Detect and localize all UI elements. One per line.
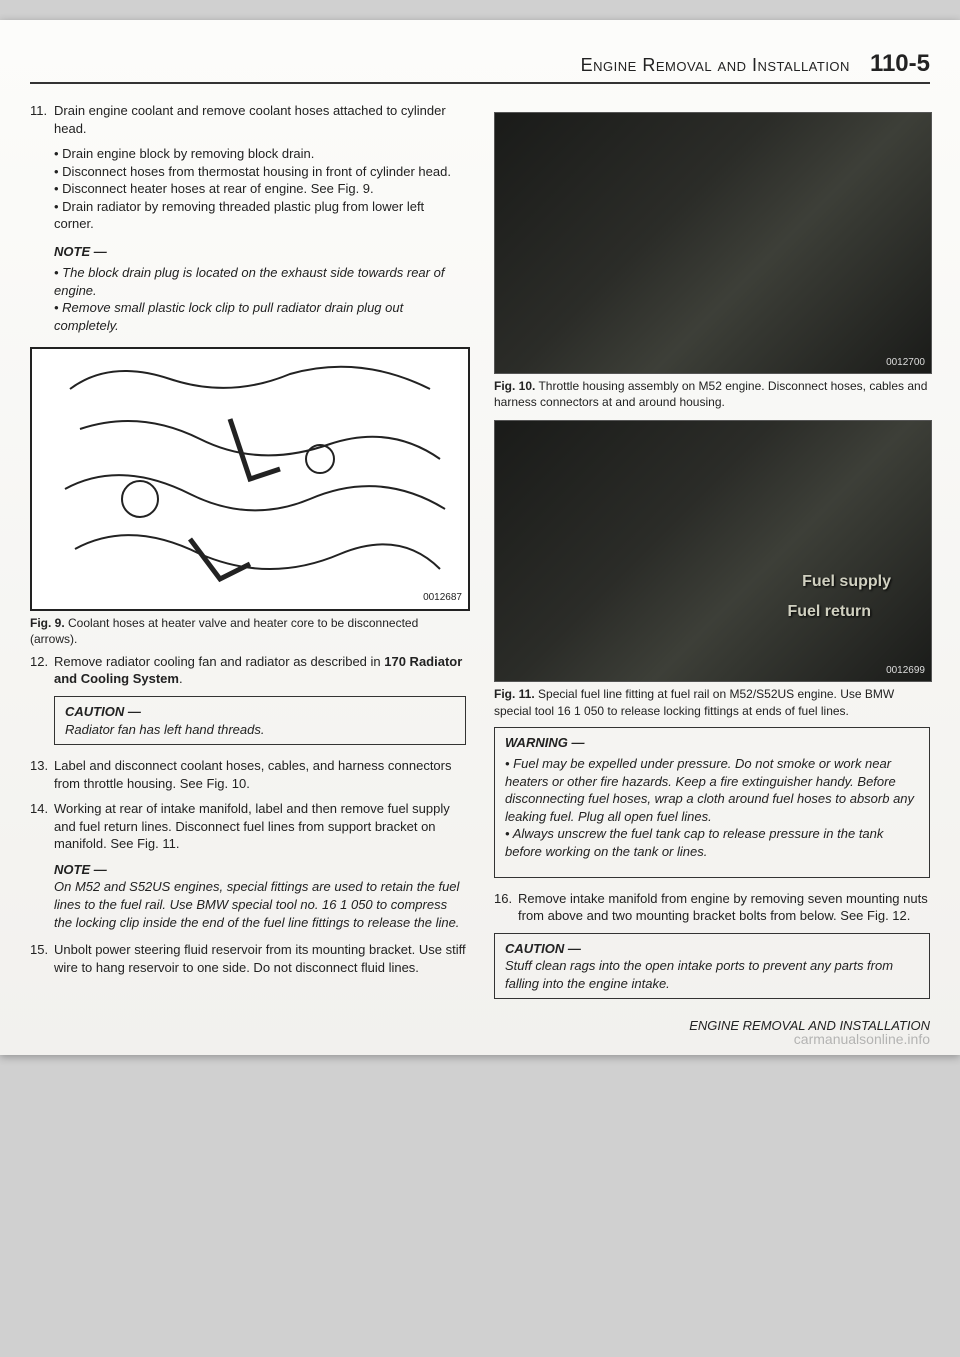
step-text: Drain engine coolant and remove coolant … [54,102,466,137]
step-number: 15. [30,941,54,976]
bullet: Disconnect heater hoses at rear of engin… [54,180,466,198]
figure-10-image: 0012700 [494,112,932,374]
step-text: Working at rear of intake manifold, labe… [54,800,466,853]
step-text: Label and disconnect coolant hoses, cabl… [54,757,466,792]
figure-10-caption: Fig. 10. Throttle housing assembly on M5… [494,378,930,410]
step-number: 12. [30,653,54,688]
note-text: On M52 and S52US engines, special fittin… [54,879,459,929]
figure-label: Fig. 11. [494,687,535,701]
figure-number: 0012700 [886,356,925,370]
step-15: 15. Unbolt power steering fluid reservoi… [30,941,466,976]
step-16: 16. Remove intake manifold from engine b… [494,890,930,925]
caution-label: CAUTION — [505,941,581,956]
figure-11-image: Fuel supply Fuel return 0012699 [494,420,932,682]
header-title: Engine Removal and Installation [581,55,850,76]
figure-11: Fuel supply Fuel return 0012699 Fig. 11.… [494,420,930,718]
caution-text: Stuff clean rags into the open intake po… [505,958,893,991]
bullet: Drain radiator by removing threaded plas… [54,198,466,233]
warning-bullets: Fuel may be expelled under pressure. Do … [505,755,919,860]
figure-9-image: 0012687 [30,347,470,611]
figure-label: Fig. 9. [30,616,65,630]
overlay-fuel-return: Fuel return [787,601,871,623]
step-text: Unbolt power steering fluid reservoir fr… [54,941,466,976]
figure-10: 0012700 Fig. 10. Throttle housing assemb… [494,112,930,410]
header-pagenum: 110-5 [870,50,930,78]
step-14: 14. Working at rear of intake manifold, … [30,800,466,853]
step-text: Remove intake manifold from engine by re… [518,890,930,925]
caution-step12: CAUTION — Radiator fan has left hand thr… [54,696,466,745]
figure-9-caption: Fig. 9. Coolant hoses at heater valve an… [30,615,466,647]
step-text: Remove radiator cooling fan and radiator… [54,653,466,688]
bullet: Drain engine block by removing block dra… [54,145,466,163]
caution-step16: CAUTION — Stuff clean rags into the open… [494,933,930,1000]
step-12: 12. Remove radiator cooling fan and radi… [30,653,466,688]
figure-number: 0012687 [423,591,462,605]
figure-caption-text: Special fuel line fitting at fuel rail o… [494,687,894,717]
step-number: 11. [30,102,54,137]
caution-text: Radiator fan has left hand threads. [65,722,264,737]
figure-11-caption: Fig. 11. Special fuel line fitting at fu… [494,686,930,718]
caution-label: CAUTION — [65,704,141,719]
watermark: carmanualsonline.info [794,1031,930,1047]
overlay-fuel-supply: Fuel supply [802,571,891,593]
step-number: 13. [30,757,54,792]
engine-lineart-icon [32,349,468,609]
step-number: 16. [494,890,518,925]
page-header: Engine Removal and Installation 110-5 [30,50,930,84]
bullet: Remove small plastic lock clip to pull r… [54,299,466,334]
step-number: 14. [30,800,54,853]
bullet: Disconnect hoses from thermostat housing… [54,163,466,181]
figure-number: 0012699 [886,664,925,678]
step-13: 13. Label and disconnect coolant hoses, … [30,757,466,792]
bullet: Fuel may be expelled under pressure. Do … [505,755,919,825]
figure-9: 0012687 Fig. 9. Coolant hoses at heater … [30,347,466,647]
manual-page: Engine Removal and Installation 110-5 11… [0,20,960,1055]
note-label: NOTE — [54,862,107,877]
figure-caption-text: Throttle housing assembly on M52 engine.… [494,379,927,409]
bullet: The block drain plug is located on the e… [54,264,466,299]
warning-label: WARNING — [505,735,584,750]
right-column: 0012700 Fig. 10. Throttle housing assemb… [494,102,930,1035]
step-11-bullets: Drain engine block by removing block dra… [54,145,466,233]
warning-fuel: WARNING — Fuel may be expelled under pre… [494,727,930,878]
note-label: NOTE — [54,244,107,259]
note-step11: NOTE — The block drain plug is located o… [54,243,466,335]
left-column: 11. Drain engine coolant and remove cool… [30,102,466,1035]
columns: 11. Drain engine coolant and remove cool… [30,102,930,1035]
note-bullets: The block drain plug is located on the e… [54,264,466,334]
note-step14: NOTE — On M52 and S52US engines, special… [54,861,466,931]
figure-label: Fig. 10. [494,379,535,393]
step-11: 11. Drain engine coolant and remove cool… [30,102,466,137]
bullet: Always unscrew the fuel tank cap to rele… [505,825,919,860]
figure-caption-text: Coolant hoses at heater valve and heater… [30,616,418,646]
